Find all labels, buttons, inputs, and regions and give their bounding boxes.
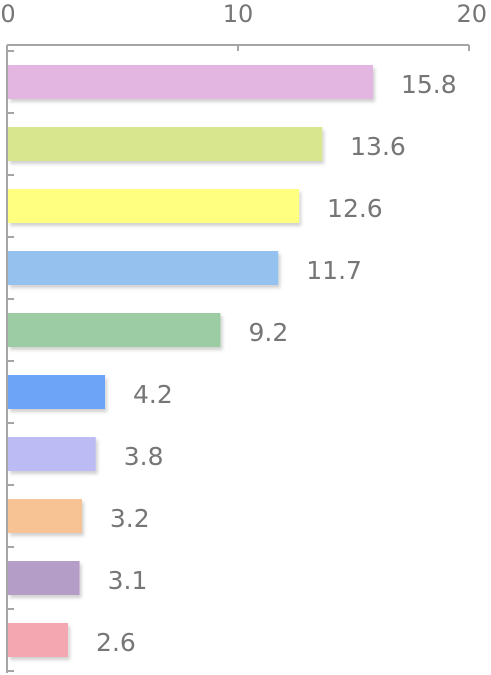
bar bbox=[8, 623, 69, 657]
bar bbox=[8, 561, 80, 595]
bar bbox=[8, 313, 221, 347]
bar bbox=[8, 375, 106, 409]
x-axis: 0 10 20 bbox=[0, 0, 487, 51]
bar bbox=[8, 437, 96, 471]
x-tick-label: 0 bbox=[0, 0, 15, 28]
data-label: 9.2 bbox=[249, 318, 289, 347]
data-label: 15.8 bbox=[401, 70, 457, 99]
bar bbox=[8, 127, 323, 161]
bar bbox=[8, 251, 279, 285]
data-label: 4.2 bbox=[133, 380, 173, 409]
data-label: 3.2 bbox=[110, 504, 150, 533]
x-tick-label: 20 bbox=[456, 0, 487, 28]
data-label: 2.6 bbox=[96, 628, 136, 657]
data-label: 11.7 bbox=[306, 256, 362, 285]
bar bbox=[8, 499, 82, 533]
data-label: 3.8 bbox=[124, 442, 164, 471]
data-label: 12.6 bbox=[327, 194, 383, 223]
bar bbox=[8, 65, 373, 99]
data-labels-group: 15.8 13.6 12.6 11.7 9.2 4.2 3.8 3.2 3.1 2.6 bbox=[96, 70, 457, 657]
y-axis bbox=[6, 45, 14, 673]
data-label: 3.1 bbox=[108, 566, 148, 595]
bars-group bbox=[8, 65, 373, 657]
data-label: 13.6 bbox=[350, 132, 406, 161]
x-tick-label: 10 bbox=[223, 0, 254, 28]
bar bbox=[8, 189, 300, 223]
